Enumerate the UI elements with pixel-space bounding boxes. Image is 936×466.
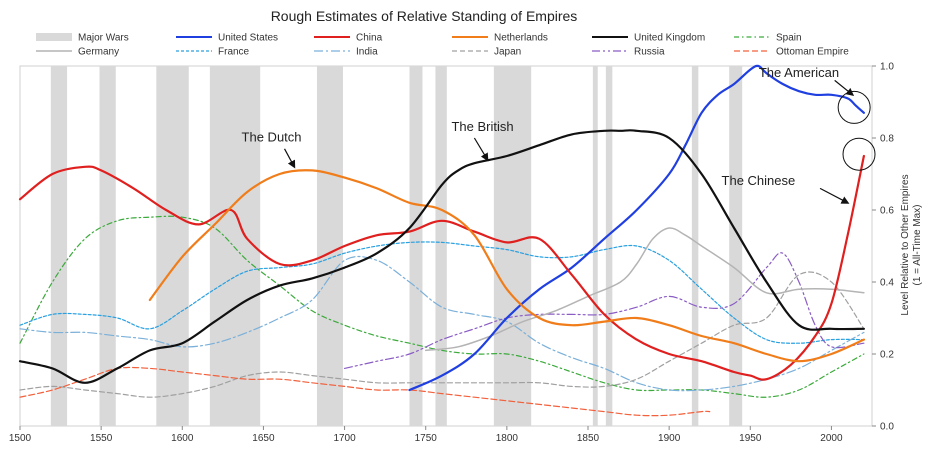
annotation-arrow xyxy=(283,148,296,169)
highlight-circle xyxy=(842,137,876,171)
y-tick-label: 0.8 xyxy=(880,134,894,145)
war-band xyxy=(729,66,743,426)
series-line-united-states xyxy=(408,64,865,392)
legend-label-united-kingdom: United Kingdom xyxy=(634,33,705,44)
annotation-the-american: The American xyxy=(759,65,839,80)
legend-swatch-major-wars xyxy=(36,33,72,41)
y-tick-label: 1.0 xyxy=(880,62,894,73)
legend-label-united-states: United States xyxy=(218,33,278,44)
legend-label-china: China xyxy=(356,33,383,44)
series-line-china xyxy=(18,154,865,381)
annotation-the-chinese: The Chinese xyxy=(722,173,796,188)
x-tick-label: 1950 xyxy=(739,433,762,444)
x-tick-label: 1800 xyxy=(496,433,519,444)
series-line-russia xyxy=(343,252,865,369)
wars-layer xyxy=(50,66,743,426)
legend-label-japan: Japan xyxy=(494,47,521,58)
x-tick-label: 2000 xyxy=(820,433,843,444)
annotation-arrow xyxy=(819,187,850,204)
legend-label-russia: Russia xyxy=(634,47,665,58)
series-line-india xyxy=(19,255,865,392)
y-axis-label-line2: (1 = All-Time Max) xyxy=(912,204,923,285)
x-tick-label: 1600 xyxy=(171,433,194,444)
x-tick-label: 1700 xyxy=(333,433,356,444)
annotation-the-british: The British xyxy=(451,119,513,134)
legend: Major Wars United States China Netherlands U… xyxy=(36,33,849,58)
war-band xyxy=(316,66,343,426)
series-line-germany xyxy=(424,227,865,352)
war-band xyxy=(209,66,261,426)
legend-label-india: India xyxy=(356,47,378,58)
legend-label-ottoman-empire: Ottoman Empire xyxy=(776,47,849,58)
legend-label-netherlands: Netherlands xyxy=(494,33,548,44)
series-line-netherlands xyxy=(148,169,865,363)
x-tick-label: 1900 xyxy=(658,433,681,444)
chart-title: Rough Estimates of Relative Standing of … xyxy=(271,8,578,24)
y-tick-label: 0.4 xyxy=(880,278,894,289)
x-tick-label: 1850 xyxy=(577,433,600,444)
annotations-layer: The Dutch The British The American The Chin… xyxy=(242,65,876,204)
war-band xyxy=(409,66,423,426)
series-line-spain xyxy=(19,215,865,398)
series-line-ottoman-empire xyxy=(19,366,711,417)
legend-label-major-wars: Major Wars xyxy=(78,33,129,44)
x-tick-label: 1650 xyxy=(252,433,275,444)
war-band xyxy=(605,66,613,426)
legend-label-spain: Spain xyxy=(776,33,802,44)
war-band xyxy=(99,66,116,426)
war-band xyxy=(691,66,699,426)
highlight-circle xyxy=(837,90,871,124)
war-band xyxy=(156,66,189,426)
war-band xyxy=(50,66,68,426)
y-tick-label: 0.6 xyxy=(880,206,894,217)
war-band xyxy=(435,66,447,426)
y-axis-label-line1: Level Relative to Other Empires xyxy=(900,174,911,315)
series-layer xyxy=(18,64,865,417)
legend-label-germany: Germany xyxy=(78,47,119,58)
legend-label-france: France xyxy=(218,47,250,58)
axes-layer: 1500 1550 1600 1650 1700 1750 1800 1850 1900 1950… xyxy=(9,62,894,445)
annotation-arrow xyxy=(473,137,489,162)
x-tick-label: 1750 xyxy=(415,433,438,444)
series-line-united-kingdom xyxy=(18,129,865,384)
y-axis-label: Level Relative to Other Empires (1 = All… xyxy=(900,174,923,315)
x-tick-label: 1500 xyxy=(9,433,32,444)
y-tick-label: 0.2 xyxy=(880,350,894,361)
annotation-the-dutch: The Dutch xyxy=(242,130,302,145)
war-band xyxy=(493,66,532,426)
series-line-japan xyxy=(19,271,865,398)
x-tick-label: 1550 xyxy=(90,433,113,444)
y-tick-label: 0.0 xyxy=(880,422,894,433)
series-line-france xyxy=(19,241,865,344)
